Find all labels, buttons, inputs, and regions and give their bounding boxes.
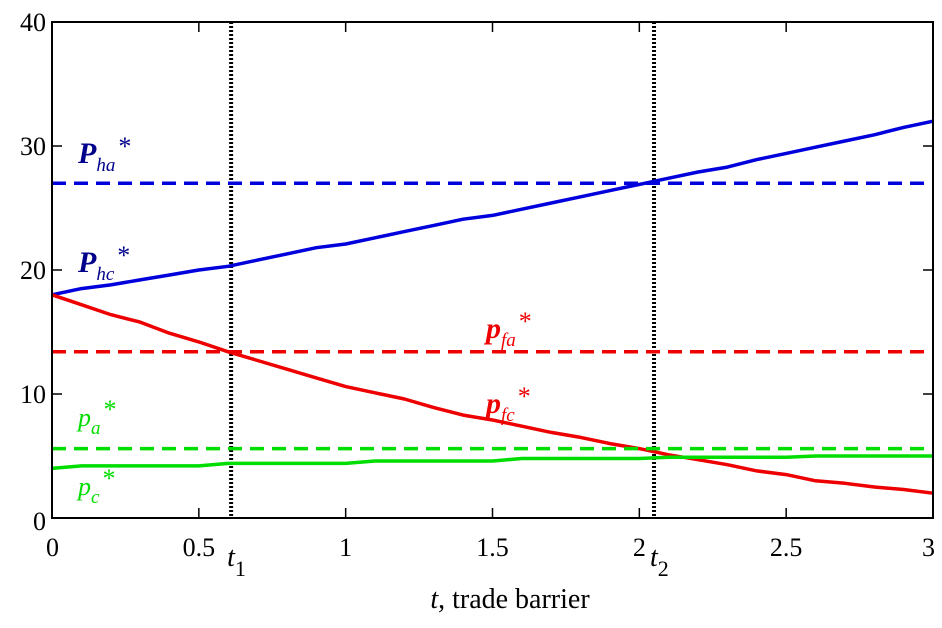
y-tick-label: 40 xyxy=(20,8,46,37)
y-tick-label: 20 xyxy=(20,256,46,285)
x-tick-label: 2.5 xyxy=(770,533,803,562)
vline-label-1: t1 xyxy=(227,542,246,581)
plot-layer xyxy=(51,22,934,518)
y-tick-label: 0 xyxy=(33,507,46,536)
x-axis-label-rest: , trade barrier xyxy=(438,584,590,615)
series-line-hc xyxy=(51,119,934,297)
x-tick-label: 0.5 xyxy=(183,533,216,562)
series-line-fc xyxy=(51,293,934,495)
x-tick-label: 1.5 xyxy=(476,533,509,562)
x-axis-label-var: t xyxy=(430,584,439,615)
x-axis-label: t, trade barrier xyxy=(430,584,590,615)
x-tick-label: 0 xyxy=(46,533,59,562)
y-tick-label: 30 xyxy=(20,132,46,161)
x-tick-marks xyxy=(51,22,934,518)
series-labels: Pha* Phc* pfa* pfc* pa* pc* xyxy=(76,132,532,508)
vline-labels: t1 t2 xyxy=(227,542,669,581)
x-tick-label: 3 xyxy=(922,533,935,562)
x-tick-labels: 0 0.5 1 1.5 2 2.5 3 xyxy=(46,533,935,562)
series-label-ha: Pha* xyxy=(77,132,131,176)
y-tick-label: 10 xyxy=(20,380,46,409)
series-label-a: pa* xyxy=(76,395,117,439)
x-tick-label: 2 xyxy=(633,533,646,562)
series-label-fc: pfc* xyxy=(483,382,531,426)
x-tick-label: 1 xyxy=(339,533,352,562)
plot-frame xyxy=(51,21,934,519)
series-label-c: pc* xyxy=(76,464,115,508)
y-tick-labels: 0 10 20 30 40 xyxy=(20,8,46,536)
vline-label-2: t2 xyxy=(650,542,669,581)
series-line-c xyxy=(51,454,933,471)
series-label-hc: Phc* xyxy=(77,241,130,285)
y-tick-marks xyxy=(52,21,933,519)
series-label-fa: pfa* xyxy=(483,307,532,351)
